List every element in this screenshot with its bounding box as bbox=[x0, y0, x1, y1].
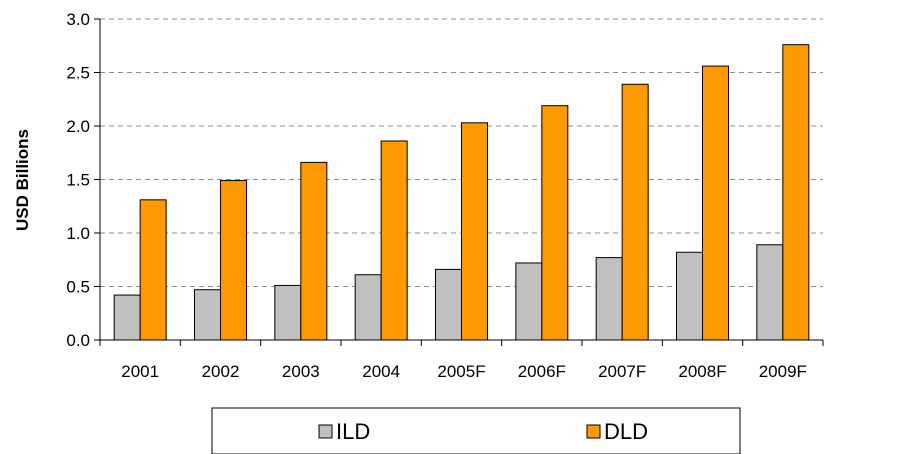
bar-dld bbox=[300, 161, 328, 341]
bar-ild bbox=[354, 274, 382, 341]
legend-label-ild: ILD bbox=[336, 419, 370, 444]
legend-label-dld: DLD bbox=[604, 419, 648, 444]
bar-ild bbox=[194, 289, 221, 341]
bar-ild bbox=[515, 262, 543, 341]
x-tick-label: 2001 bbox=[121, 362, 159, 381]
x-axis-ticks: 2001 2002 2003 2004 2005F 2006F 2007F 2008F 2009… bbox=[99, 340, 824, 381]
legend-swatch-dld bbox=[586, 424, 601, 439]
x-tick-label: 2008F bbox=[678, 362, 726, 381]
bar-dld bbox=[139, 199, 167, 341]
x-tick-label: 2003 bbox=[282, 362, 320, 381]
x-tick-label: 2009F bbox=[759, 362, 807, 381]
y-axis-ticks: 0.0 0.5 1.0 1.5 2.0 2.5 3.0 bbox=[66, 10, 100, 350]
bar-dld bbox=[541, 105, 569, 341]
y-tick-label: 1.5 bbox=[66, 171, 90, 190]
axes bbox=[99, 19, 823, 341]
y-axis-title: USD Billions bbox=[13, 129, 32, 231]
y-tick-label: 0.0 bbox=[66, 331, 90, 350]
x-tick-label: 2002 bbox=[202, 362, 240, 381]
x-tick-label: 2005F bbox=[437, 362, 485, 381]
x-tick-label: 2006F bbox=[518, 362, 566, 381]
bar-dld bbox=[782, 44, 810, 341]
legend: ILD DLD bbox=[211, 407, 741, 454]
bar-dld bbox=[380, 140, 408, 341]
bar-ild bbox=[435, 268, 462, 341]
bars bbox=[113, 44, 810, 341]
y-tick-label: 2.0 bbox=[66, 117, 90, 136]
bar-dld bbox=[621, 83, 649, 341]
bar-dld bbox=[461, 122, 488, 341]
y-tick-label: 1.0 bbox=[66, 224, 90, 243]
bar-ild bbox=[274, 284, 302, 341]
legend-swatch-ild bbox=[318, 424, 333, 439]
y-tick-label: 0.5 bbox=[66, 278, 90, 297]
bar-ild bbox=[113, 294, 141, 341]
bar-ild bbox=[595, 257, 623, 341]
x-tick-label: 2007F bbox=[598, 362, 646, 381]
x-tick-label: 2004 bbox=[362, 362, 400, 381]
y-tick-label: 2.5 bbox=[66, 64, 90, 83]
bar-dld bbox=[220, 180, 247, 341]
bar-ild bbox=[676, 251, 703, 341]
bar-ild bbox=[756, 244, 784, 341]
bar-dld bbox=[702, 65, 729, 341]
y-tick-label: 3.0 bbox=[66, 10, 90, 29]
legend-box bbox=[211, 407, 741, 454]
